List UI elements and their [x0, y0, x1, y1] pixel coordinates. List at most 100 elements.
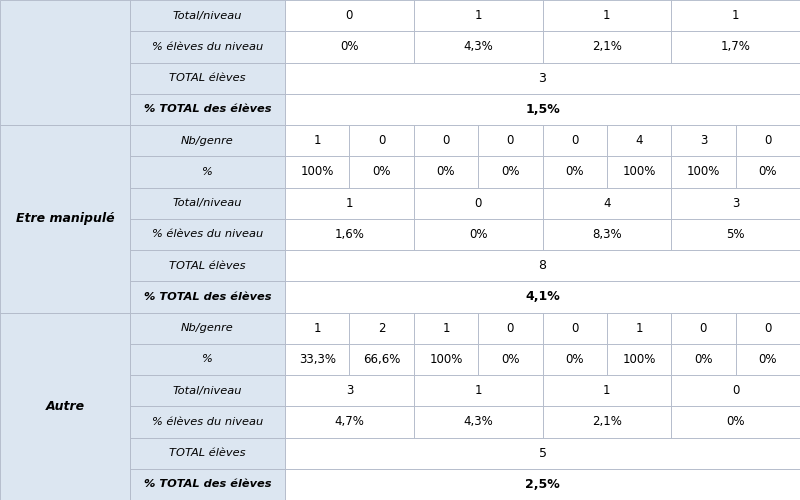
Text: 0: 0: [700, 322, 707, 334]
Bar: [414, 312, 478, 344]
Text: 4,3%: 4,3%: [463, 40, 493, 54]
Bar: [130, 31, 285, 62]
Bar: [285, 156, 350, 188]
Bar: [414, 31, 542, 62]
Text: 1: 1: [442, 322, 450, 334]
Text: 0%: 0%: [340, 40, 358, 54]
Text: 3: 3: [700, 134, 707, 147]
Bar: [542, 406, 671, 438]
Text: 0: 0: [506, 134, 514, 147]
Text: TOTAL élèves: TOTAL élèves: [170, 73, 246, 83]
Bar: [478, 156, 542, 188]
Text: 0: 0: [346, 9, 353, 22]
Bar: [130, 188, 285, 219]
Bar: [285, 375, 414, 406]
Bar: [285, 62, 800, 94]
Text: 1: 1: [314, 322, 321, 334]
Text: TOTAL élèves: TOTAL élèves: [170, 260, 246, 270]
Text: 0: 0: [571, 134, 578, 147]
Text: 4,1%: 4,1%: [525, 290, 560, 304]
Text: 0%: 0%: [469, 228, 487, 241]
Bar: [478, 344, 542, 375]
Bar: [414, 0, 542, 31]
Bar: [671, 375, 800, 406]
Text: % TOTAL des élèves: % TOTAL des élèves: [144, 480, 271, 490]
Text: Nb/genre: Nb/genre: [181, 323, 234, 333]
Text: 0%: 0%: [758, 353, 777, 366]
Text: 1: 1: [732, 9, 739, 22]
Bar: [607, 156, 671, 188]
Bar: [607, 344, 671, 375]
Text: 2,5%: 2,5%: [525, 478, 560, 491]
Bar: [350, 344, 414, 375]
Bar: [542, 375, 671, 406]
Text: 100%: 100%: [622, 166, 656, 178]
Text: 0%: 0%: [566, 353, 584, 366]
Text: 3: 3: [538, 72, 546, 85]
Text: Autre: Autre: [46, 400, 85, 413]
Bar: [414, 406, 542, 438]
Bar: [414, 219, 542, 250]
Bar: [542, 156, 607, 188]
Text: 100%: 100%: [622, 353, 656, 366]
Bar: [130, 94, 285, 125]
Text: 3: 3: [732, 196, 739, 209]
Text: 1: 1: [314, 134, 321, 147]
Bar: [671, 125, 736, 156]
Text: 5%: 5%: [726, 228, 745, 241]
Bar: [671, 188, 800, 219]
Text: 1,5%: 1,5%: [525, 103, 560, 116]
Text: 0%: 0%: [372, 166, 391, 178]
Bar: [736, 125, 800, 156]
Bar: [542, 125, 607, 156]
Bar: [542, 312, 607, 344]
Text: % élèves du niveau: % élèves du niveau: [152, 230, 263, 239]
Bar: [607, 312, 671, 344]
Text: 0%: 0%: [501, 166, 519, 178]
Bar: [414, 125, 478, 156]
Bar: [542, 344, 607, 375]
Bar: [285, 344, 350, 375]
Text: 1: 1: [346, 196, 353, 209]
Bar: [285, 219, 414, 250]
Bar: [736, 344, 800, 375]
Bar: [130, 250, 285, 281]
Text: 0: 0: [474, 196, 482, 209]
Text: 0%: 0%: [694, 353, 713, 366]
Bar: [350, 125, 414, 156]
Bar: [130, 344, 285, 375]
Text: Total/niveau: Total/niveau: [173, 386, 242, 396]
Text: 100%: 100%: [301, 166, 334, 178]
Bar: [285, 188, 414, 219]
Text: 0%: 0%: [437, 166, 455, 178]
Bar: [130, 125, 285, 156]
Bar: [414, 344, 478, 375]
Text: 1: 1: [474, 9, 482, 22]
Bar: [285, 31, 414, 62]
Text: 8,3%: 8,3%: [592, 228, 622, 241]
Bar: [542, 31, 671, 62]
Bar: [542, 188, 671, 219]
Bar: [130, 0, 285, 31]
Bar: [285, 281, 800, 312]
Bar: [671, 344, 736, 375]
Text: 2,1%: 2,1%: [592, 40, 622, 54]
Text: %: %: [202, 354, 213, 364]
Bar: [736, 312, 800, 344]
Bar: [130, 375, 285, 406]
Text: 2: 2: [378, 322, 386, 334]
Text: TOTAL élèves: TOTAL élèves: [170, 448, 246, 458]
Bar: [130, 469, 285, 500]
Text: 1: 1: [635, 322, 643, 334]
Bar: [671, 156, 736, 188]
Text: 0: 0: [442, 134, 450, 147]
Text: 1: 1: [474, 384, 482, 397]
Bar: [285, 0, 414, 31]
Text: 0%: 0%: [758, 166, 777, 178]
Text: 5: 5: [538, 446, 546, 460]
Bar: [671, 31, 800, 62]
Bar: [0, 125, 130, 312]
Text: 2,1%: 2,1%: [592, 416, 622, 428]
Bar: [285, 312, 350, 344]
Bar: [130, 406, 285, 438]
